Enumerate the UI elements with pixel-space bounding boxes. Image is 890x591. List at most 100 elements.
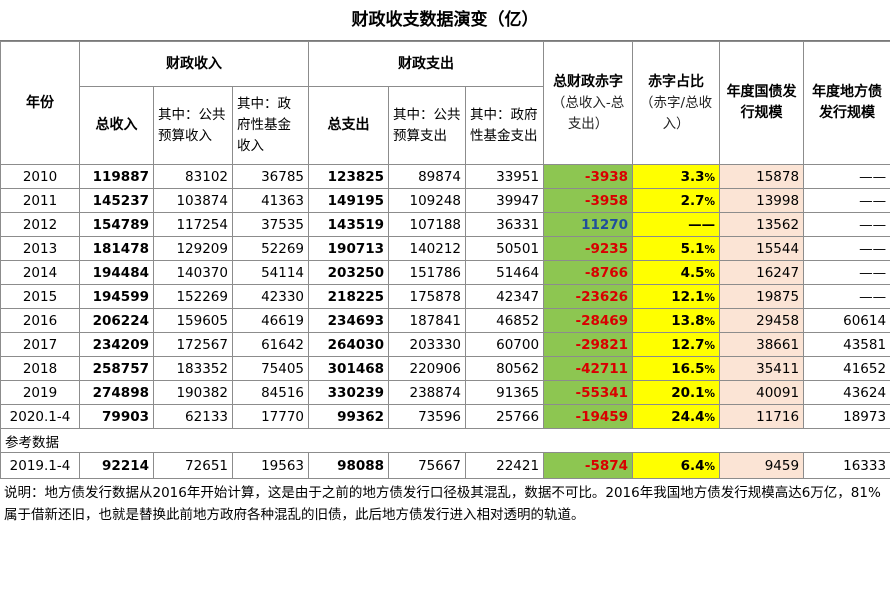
cell-rev-fund: 41363 — [231, 188, 310, 213]
cell-ratio: 20.1% — [632, 380, 721, 405]
cell-sp-public: 238874 — [388, 380, 467, 405]
cell-sp-public: 175878 — [388, 284, 467, 309]
header-sp-fund: 其中：政府性基金支出 — [465, 86, 545, 165]
cell-deficit: -19459 — [543, 404, 634, 429]
cell-national-debt: 38661 — [719, 332, 805, 357]
cell-sp-public: 89874 — [388, 164, 467, 189]
ratio-percent-sign: % — [704, 171, 716, 184]
ratio-percent-sign: % — [704, 363, 716, 376]
table-row: 2011 145237 103874 41363 149195 109248 39947 -3… — [0, 188, 890, 213]
header-ratio-note: （赤字/总收入） — [640, 94, 713, 132]
header-total-revenue: 总收入 — [79, 86, 154, 165]
cell-ratio: 12.7% — [632, 332, 721, 357]
cell-rev-fund: 75405 — [231, 356, 310, 381]
cell-rev-public: 72651 — [153, 452, 233, 479]
cell-sp-fund: 22421 — [465, 452, 545, 479]
cell-local-debt: 43624 — [803, 380, 890, 405]
table-title: 财政收支数据演变（亿） — [0, 0, 890, 41]
ratio-value: 20.1 — [671, 384, 705, 401]
cell-total-sp: 98088 — [308, 452, 390, 479]
cell-total-rev: 119887 — [79, 164, 154, 189]
ratio-percent-sign: % — [704, 267, 716, 280]
cell-total-sp: 143519 — [308, 212, 390, 237]
ratio-percent-sign: % — [704, 339, 716, 352]
reference-label: 参考数据 — [0, 428, 890, 453]
table-row: 2014 194484 140370 54114 203250 151786 51464 -8… — [0, 260, 890, 285]
cell-sp-public: 187841 — [388, 308, 467, 333]
cell-sp-public: 73596 — [388, 404, 467, 429]
header-row-2: 总收入 其中：公共预算收入 其中：政府性基金收入 总支出 其中：公共预算支出 其… — [1, 86, 890, 165]
cell-sp-public: 109248 — [388, 188, 467, 213]
cell-sp-fund: 25766 — [465, 404, 545, 429]
cell-rev-fund: 46619 — [231, 308, 310, 333]
header-deficit-title: 总财政赤字 — [553, 73, 624, 90]
cell-total-sp: 234693 — [308, 308, 390, 333]
cell-ratio: 6.4% — [632, 452, 721, 479]
ratio-value: 12.1 — [671, 288, 705, 305]
ratio-percent-sign: % — [704, 195, 716, 208]
cell-local-debt: 41652 — [803, 356, 890, 381]
cell-rev-fund: 54114 — [231, 260, 310, 285]
cell-sp-fund: 60700 — [465, 332, 545, 357]
ratio-value: 4.5 — [680, 264, 705, 281]
reference-row: 2019.1-4 92214 72651 19563 98088 75667 22421 -5… — [0, 452, 890, 479]
cell-total-rev: 154789 — [79, 212, 154, 237]
cell-rev-public: 103874 — [153, 188, 233, 213]
cell-ratio: 3.3% — [632, 164, 721, 189]
cell-sp-fund: 46852 — [465, 308, 545, 333]
finance-table: 年份 财政收入 财政支出 总财政赤字 （总收入-总支出） 赤字占比 （赤字/总收… — [0, 41, 890, 479]
cell-sp-fund: 51464 — [465, 260, 545, 285]
cell-local-debt: —— — [803, 236, 890, 261]
cell-deficit: -55341 — [543, 380, 634, 405]
ratio-percent-sign: % — [704, 411, 716, 424]
ratio-value: 5.1 — [680, 240, 705, 257]
cell-total-sp: 149195 — [308, 188, 390, 213]
header-deficit-note: （总收入-总支出） — [551, 94, 625, 132]
cell-sp-fund: 50501 — [465, 236, 545, 261]
cell-year: 2019 — [0, 380, 80, 405]
header-ratio: 赤字占比 （赤字/总收入） — [632, 41, 721, 165]
ratio-value: 24.4 — [671, 408, 705, 425]
cell-local-debt: 16333 — [803, 452, 890, 479]
cell-total-sp: 301468 — [308, 356, 390, 381]
cell-rev-fund: 19563 — [231, 452, 310, 479]
cell-national-debt: 40091 — [719, 380, 805, 405]
cell-deficit: -5874 — [543, 452, 634, 479]
ratio-percent-sign: % — [704, 315, 716, 328]
cell-year: 2019.1-4 — [0, 452, 80, 479]
table-row: 2019 274898 190382 84516 330239 238874 91365 -5… — [0, 380, 890, 405]
cell-total-sp: 99362 — [308, 404, 390, 429]
cell-rev-public: 129209 — [153, 236, 233, 261]
table-row: 2016 206224 159605 46619 234693 187841 46852 -2… — [0, 308, 890, 333]
ratio-value: 2.7 — [680, 192, 705, 209]
header-revenue-group: 财政收入 — [78, 41, 310, 87]
ratio-percent-sign: % — [704, 460, 716, 473]
cell-sp-fund: 36331 — [465, 212, 545, 237]
cell-total-sp: 330239 — [308, 380, 390, 405]
cell-total-sp: 264030 — [308, 332, 390, 357]
cell-ratio: 2.7% — [632, 188, 721, 213]
cell-ratio: —— — [632, 212, 721, 237]
cell-deficit: -23626 — [543, 284, 634, 309]
cell-sp-public: 107188 — [388, 212, 467, 237]
cell-total-rev: 194599 — [79, 284, 154, 309]
cell-national-debt: 15544 — [719, 236, 805, 261]
cell-deficit: -42711 — [543, 356, 634, 381]
header-local-debt: 年度地方债发行规模 — [803, 41, 890, 165]
cell-year: 2017 — [0, 332, 80, 357]
cell-total-rev: 274898 — [79, 380, 154, 405]
cell-national-debt: 15878 — [719, 164, 805, 189]
cell-rev-fund: 36785 — [231, 164, 310, 189]
ratio-value: —— — [688, 216, 716, 233]
cell-sp-fund: 91365 — [465, 380, 545, 405]
cell-total-rev: 79903 — [79, 404, 154, 429]
cell-total-rev: 194484 — [79, 260, 154, 285]
cell-rev-public: 183352 — [153, 356, 233, 381]
cell-rev-public: 172567 — [153, 332, 233, 357]
cell-deficit: -29821 — [543, 332, 634, 357]
cell-ratio: 4.5% — [632, 260, 721, 285]
cell-sp-fund: 80562 — [465, 356, 545, 381]
cell-year: 2018 — [0, 356, 80, 381]
cell-year: 2011 — [0, 188, 80, 213]
